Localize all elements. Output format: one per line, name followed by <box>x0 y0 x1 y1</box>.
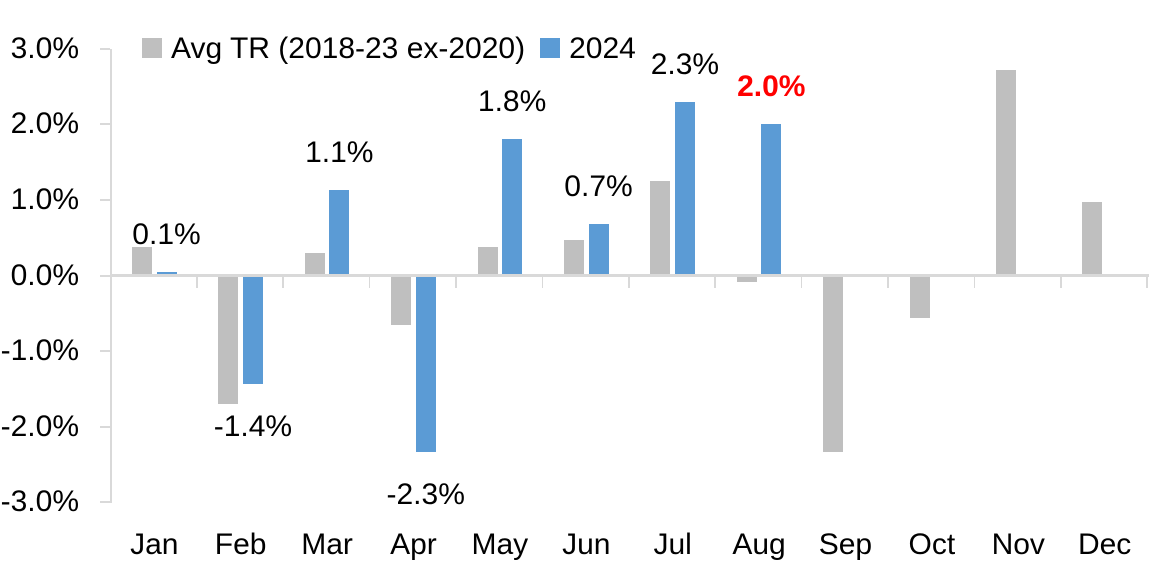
legend-item-avg-tr: Avg TR (2018-23 ex-2020) <box>142 33 525 65</box>
x-axis-tick <box>887 277 889 288</box>
bar-series1-jul <box>650 181 671 276</box>
value-label-may: 1.8% <box>477 85 547 119</box>
value-label-aug: 2.0% <box>737 70 806 104</box>
bar-series1-mar <box>304 252 325 276</box>
x-tick-label-aug: Aug <box>732 528 786 561</box>
y-tick-label--2.0%: -2.0% <box>0 409 79 443</box>
y-tick-2.0% <box>99 123 110 126</box>
y-tick-0.0% <box>99 274 110 277</box>
bar-series2-apr <box>415 275 436 452</box>
bar-series1-may <box>477 246 498 276</box>
bar-series2-aug <box>761 124 782 276</box>
x-axis-tick <box>800 277 803 288</box>
x-tick-label-feb: Feb <box>214 528 267 561</box>
y-tick-label-1.0%: 1.0% <box>10 182 79 216</box>
legend-swatch-2024-icon <box>540 38 561 58</box>
x-axis-tick <box>973 277 976 288</box>
x-axis-tick <box>195 277 198 288</box>
x-tick-label-oct: Oct <box>908 528 956 561</box>
x-tick-label-jan: Jan <box>130 528 179 561</box>
bar-series2-feb <box>242 275 263 384</box>
y-tick-label--1.0%: -1.0% <box>0 334 79 368</box>
x-tick-label-may: May <box>471 528 529 561</box>
legend-item-2024: 2024 <box>540 33 636 65</box>
x-axis-line <box>109 273 1149 278</box>
value-label-jul: 2.3% <box>650 47 720 81</box>
y-tick--2.0% <box>99 425 110 428</box>
bar-series2-mar <box>329 190 350 276</box>
y-tick-1.0% <box>99 198 110 202</box>
y-tick--1.0% <box>99 350 110 353</box>
bar-series1-aug <box>736 275 757 282</box>
value-label-jan: 0.1% <box>132 217 201 251</box>
y-tick-label-3.0%: 3.0% <box>10 31 79 65</box>
bar-series1-jun <box>564 239 584 276</box>
y-tick--3.0% <box>99 501 110 504</box>
y-tick-label-2.0%: 2.0% <box>10 107 79 141</box>
bar-series1-nov <box>996 69 1016 276</box>
bar-series1-oct <box>909 275 930 318</box>
bar-series2-jul <box>674 101 695 276</box>
bar-series2-jun <box>588 224 609 276</box>
x-axis-tick <box>282 277 285 288</box>
bar-series1-sep <box>823 275 844 453</box>
bar-series2-may <box>502 139 523 276</box>
x-tick-label-mar: Mar <box>301 528 353 561</box>
value-label-jun: 0.7% <box>564 170 633 204</box>
x-axis-tick <box>714 277 717 288</box>
legend-label-avg-tr: Avg TR (2018-23 ex-2020) <box>171 32 526 65</box>
x-axis-tick <box>109 277 112 288</box>
x-tick-label-jul: Jul <box>653 528 692 561</box>
x-axis-tick <box>1059 277 1062 288</box>
x-axis-tick <box>627 277 630 288</box>
bar-series1-apr <box>391 275 412 325</box>
value-label-apr: -2.3% <box>386 477 465 511</box>
value-label-mar: 1.1% <box>305 136 374 170</box>
x-tick-label-dec: Dec <box>1077 528 1132 561</box>
x-axis-tick <box>455 277 457 288</box>
legend-label-2024: 2024 <box>569 32 636 65</box>
x-tick-label-nov: Nov <box>991 528 1045 561</box>
x-axis-tick <box>1146 277 1149 288</box>
x-tick-label-apr: Apr <box>390 528 437 561</box>
x-tick-label-sep: Sep <box>818 528 873 561</box>
bar-series1-jan <box>132 246 152 276</box>
y-tick-label--3.0%: -3.0% <box>0 485 79 519</box>
y-tick-label-0.0%: 0.0% <box>10 258 79 292</box>
legend-swatch-avg-tr-icon <box>142 38 162 58</box>
chart-legend: Avg TR (2018-23 ex-2020) 2024 <box>142 33 636 65</box>
bar-series1-dec <box>1082 202 1103 276</box>
x-tick-label-jun: Jun <box>562 528 611 561</box>
x-axis-tick <box>368 277 371 288</box>
bar-series1-feb <box>218 275 239 405</box>
y-tick-3.0% <box>99 47 110 50</box>
value-label-feb: -1.4% <box>213 409 293 443</box>
bar-series2-jan <box>156 271 177 276</box>
x-axis-tick <box>541 277 544 288</box>
